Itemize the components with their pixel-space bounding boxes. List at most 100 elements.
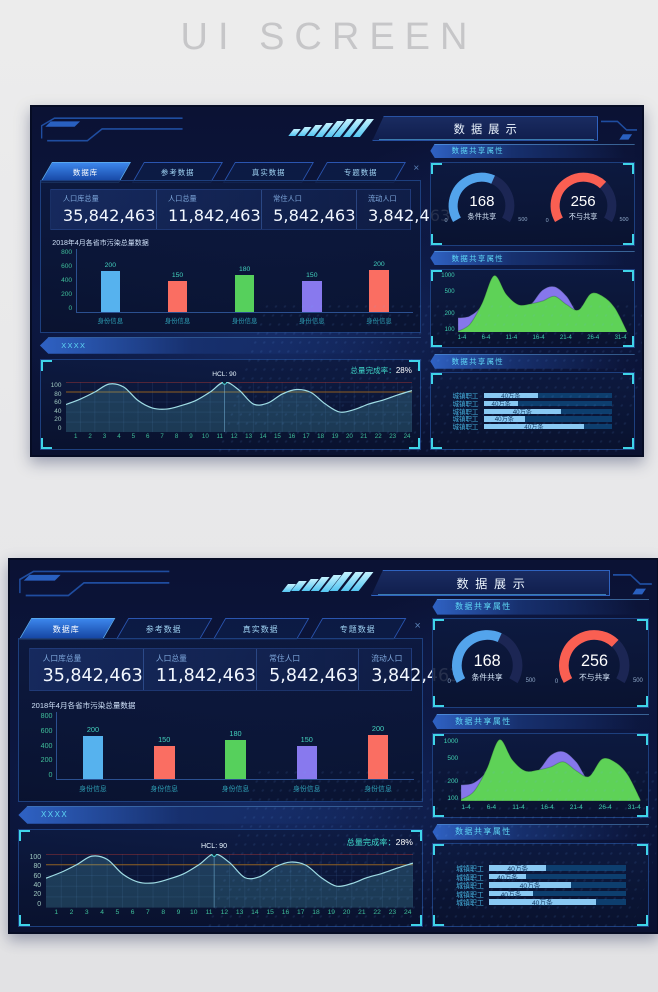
area-x-tick: 16-4 bbox=[532, 335, 545, 342]
stats-row: 人口库总量 35,842,463 人口总量 11,842,463 常住人口 5,… bbox=[50, 188, 450, 230]
line-y-tick: 80 bbox=[33, 863, 42, 871]
stat-value: 11,842,463 bbox=[155, 666, 256, 687]
area-x-tick: 21-4 bbox=[569, 803, 583, 811]
bar-value-label: 180 bbox=[229, 728, 242, 738]
tab-reference-data[interactable]: 参考数据 bbox=[115, 618, 212, 641]
line-chart-y-axis: 100 80 60 40 20 0 bbox=[23, 854, 42, 908]
section-header-gauges: 数据共享属性 bbox=[430, 143, 635, 159]
dashboard-header: 数据展示 bbox=[32, 115, 642, 143]
bar-y-tick: 200 bbox=[61, 290, 73, 298]
hbar-value: 40万条 bbox=[494, 416, 514, 424]
hbar-fill: 40万条 bbox=[483, 408, 561, 416]
line-y-tick: 60 bbox=[54, 399, 62, 407]
bar-column: 150 身份信息 bbox=[297, 249, 327, 324]
line-x-tick: 22 bbox=[374, 433, 382, 441]
tab-bar: 数据库 参考数据 真实数据 专题数据 × bbox=[18, 618, 422, 641]
line-chart-y-axis: 100 80 60 40 20 0 bbox=[44, 382, 62, 433]
hbar-label: 城镇职工 bbox=[452, 408, 479, 416]
line-x-tick: 18 bbox=[317, 433, 325, 441]
gauges-panel: 168 条件共享 0 500 256 不与共享 0 500 bbox=[430, 161, 635, 246]
hbar-value: 40万条 bbox=[524, 424, 544, 432]
line-x-tick: 16 bbox=[288, 433, 296, 441]
employee-bars-panel: 城镇职工 40万条 城镇职工 40万条 城镇职工 40万条 bbox=[430, 372, 635, 451]
line-x-tick: 3 bbox=[84, 909, 89, 917]
title-plate-underline bbox=[379, 138, 594, 140]
stat-population-db-total: 人口库总量 35,842,463 bbox=[30, 649, 143, 691]
line-x-tick: 12 bbox=[230, 433, 238, 441]
bar-column: 200 身份信息 bbox=[95, 249, 125, 325]
pollution-bar-chart: 800 600 400 200 0 200 身份信息 150 身份信息 180 身份信息 150 身份… bbox=[29, 710, 414, 796]
bar-y-tick: 600 bbox=[61, 263, 73, 271]
line-y-tick: 0 bbox=[57, 425, 62, 433]
line-x-tick: 17 bbox=[302, 433, 310, 441]
bar-y-tick: 600 bbox=[40, 726, 53, 735]
line-x-tick: 8 bbox=[174, 433, 179, 441]
completion-value: 28% bbox=[395, 836, 413, 847]
tab-topic-data[interactable]: 专题数据 bbox=[309, 618, 407, 641]
area-x-tick: 11-4 bbox=[512, 803, 525, 811]
stat-population-db-total: 人口库总量 35,842,463 bbox=[51, 190, 156, 229]
area-chart-svg bbox=[457, 274, 627, 333]
tab-real-data[interactable]: 真实数据 bbox=[223, 161, 315, 183]
tab-real-data[interactable]: 真实数据 bbox=[212, 618, 309, 641]
title-plate-underline bbox=[378, 593, 606, 595]
bar-category-label: 身份信息 bbox=[364, 785, 392, 793]
line-annotation: HCL: 90 bbox=[212, 370, 237, 378]
line-x-tick: 14 bbox=[259, 433, 267, 441]
bar-value-label: 200 bbox=[371, 723, 385, 733]
area-x-tick: 21-4 bbox=[559, 335, 572, 342]
xxxx-banner: XXXX bbox=[18, 806, 423, 824]
gauge-max: 500 bbox=[525, 677, 536, 684]
area-x-tick: 1-4 bbox=[461, 803, 471, 811]
header-left-decoration-icon bbox=[41, 117, 183, 142]
tab-database[interactable]: 数据库 bbox=[18, 618, 115, 641]
close-icon[interactable]: × bbox=[414, 619, 421, 632]
hbar-fill: 40万条 bbox=[489, 873, 526, 882]
bar-category-label: 身份信息 bbox=[79, 785, 107, 793]
close-icon[interactable]: × bbox=[413, 163, 420, 175]
area-x-tick: 6-4 bbox=[481, 335, 491, 342]
bar-category-label: 身份信息 bbox=[221, 785, 250, 793]
area-y-tick: 1000 bbox=[441, 273, 455, 280]
gauge-label: 条件共享 bbox=[467, 211, 497, 221]
area-chart-x-axis: 1-4 6-4 11-4 16-4 21-4 26-4 31-4 bbox=[461, 804, 640, 814]
stat-value: 3,842,463 bbox=[367, 206, 451, 226]
gauge-max: 500 bbox=[632, 677, 643, 684]
stat-floating-population: 流动人口 3,842,463 bbox=[355, 189, 451, 229]
dashboard-title: 数据展示 bbox=[453, 123, 523, 136]
line-x-tick: 20 bbox=[345, 433, 353, 441]
bar-y-tick: 400 bbox=[40, 741, 53, 750]
tab-reference-data[interactable]: 参考数据 bbox=[131, 161, 223, 183]
line-x-tick: 9 bbox=[189, 433, 193, 441]
line-x-tick: 9 bbox=[176, 909, 181, 917]
line-chart-plot: HCL: 90 bbox=[45, 842, 413, 908]
stat-value: 5,842,463 bbox=[273, 206, 356, 226]
page-title: UI SCREEN bbox=[180, 16, 478, 58]
section-header-hbars: 数据共享属性 bbox=[430, 354, 635, 369]
tab-topic-data[interactable]: 专题数据 bbox=[314, 161, 406, 183]
hbar-track: 40万条 bbox=[483, 416, 613, 424]
tab-database[interactable]: 数据库 bbox=[40, 161, 131, 183]
bar-value-label: 200 bbox=[104, 262, 116, 270]
bar-value-label: 150 bbox=[300, 735, 313, 745]
area-x-tick: 6-4 bbox=[486, 803, 497, 811]
bar-category-label: 身份信息 bbox=[150, 785, 179, 793]
dashboard-preview-large: 数据展示 数据库 参考数据 真实数据 专题数据 × 人口库总量 35,842,4… bbox=[8, 558, 658, 934]
area-chart-x-axis: 1-4 6-4 11-4 16-4 21-4 26-4 31-4 bbox=[458, 335, 627, 344]
line-x-tick: 19 bbox=[331, 433, 339, 441]
hbar-track: 40万条 bbox=[483, 424, 613, 432]
hbar-value: 40万条 bbox=[500, 891, 522, 899]
hbar-row: 城镇职工 40万条 bbox=[453, 416, 613, 424]
bar-value-label: 150 bbox=[306, 272, 318, 280]
line-chart-svg bbox=[45, 853, 413, 908]
bar-chart-title: 2018年4月各省市污染总量数据 bbox=[52, 239, 149, 247]
dashboard-title-plate: 数据展示 bbox=[371, 569, 611, 597]
line-x-tick: 6 bbox=[130, 909, 135, 917]
dashboard: 数据展示 数据库 参考数据 真实数据 专题数据 × 人口库总量 35,842,4… bbox=[32, 107, 642, 455]
bar-y-tick: 800 bbox=[61, 249, 73, 257]
line-x-tick: 11 bbox=[216, 433, 223, 441]
hbar-label: 城镇职工 bbox=[456, 891, 484, 899]
hbar-track: 40万条 bbox=[489, 899, 626, 907]
line-y-tick: 20 bbox=[33, 891, 42, 899]
bar bbox=[234, 275, 255, 312]
